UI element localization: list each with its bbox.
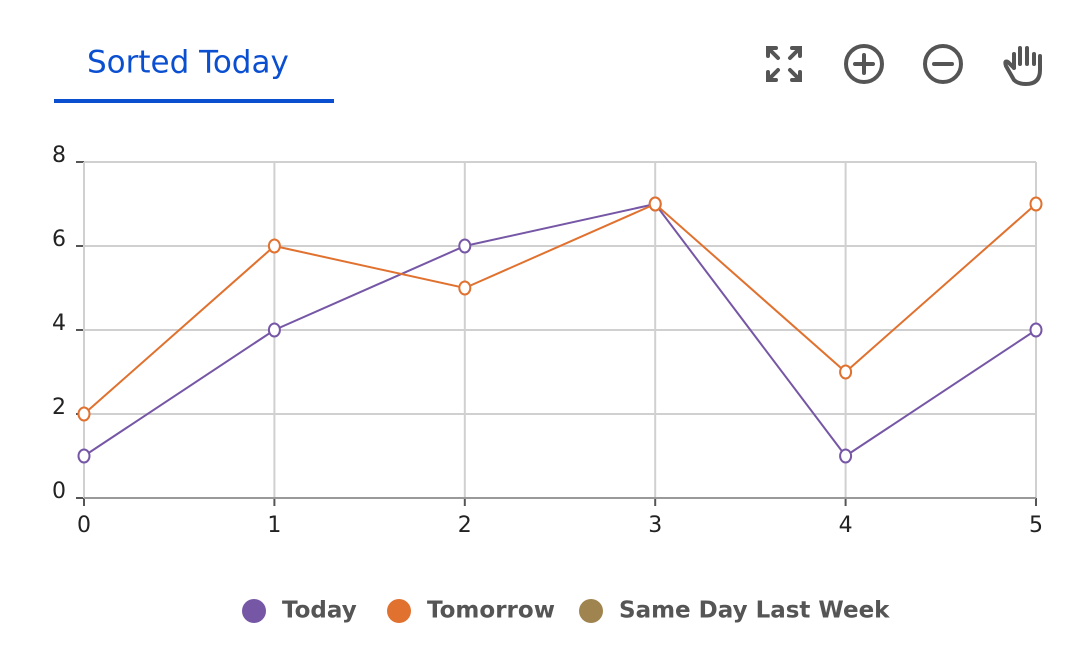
point bbox=[77, 448, 91, 464]
point bbox=[458, 238, 472, 254]
series-line bbox=[83, 202, 1037, 458]
x-tick-label: 4 bbox=[839, 513, 853, 538]
point bbox=[648, 196, 662, 212]
point bbox=[1029, 196, 1043, 212]
zoom-in-icon[interactable] bbox=[844, 44, 884, 84]
x-tick-label: 5 bbox=[1029, 513, 1043, 538]
x-tick-label: 3 bbox=[648, 513, 662, 538]
point bbox=[839, 448, 853, 464]
pan-icon[interactable] bbox=[1003, 46, 1042, 86]
point bbox=[267, 238, 281, 254]
legend-label: Today bbox=[282, 598, 357, 624]
point bbox=[77, 406, 91, 422]
y-tick-label: 6 bbox=[52, 227, 66, 252]
y-tick-label: 8 bbox=[52, 143, 66, 168]
y-tick-label: 4 bbox=[52, 311, 66, 336]
tab-underline bbox=[54, 99, 334, 103]
series-line bbox=[83, 202, 1037, 415]
x-tick-label: 0 bbox=[77, 513, 91, 538]
legend-swatch bbox=[242, 599, 266, 623]
legend-label: Tomorrow bbox=[427, 598, 555, 624]
x-tick-label: 1 bbox=[267, 513, 281, 538]
point bbox=[458, 280, 472, 296]
y-tick-label: 0 bbox=[52, 479, 66, 504]
zoom-out-icon[interactable] bbox=[923, 44, 963, 84]
y-tick-label: 2 bbox=[52, 395, 66, 420]
point bbox=[1029, 322, 1043, 338]
legend-swatch bbox=[387, 599, 411, 623]
legend-label: Same Day Last Week bbox=[619, 598, 890, 624]
point bbox=[839, 364, 853, 380]
tab-label[interactable]: Sorted Today bbox=[87, 45, 289, 81]
legend-swatch bbox=[579, 599, 603, 623]
point bbox=[267, 322, 281, 338]
expand-icon[interactable] bbox=[766, 46, 802, 82]
x-tick-label: 2 bbox=[458, 513, 472, 538]
